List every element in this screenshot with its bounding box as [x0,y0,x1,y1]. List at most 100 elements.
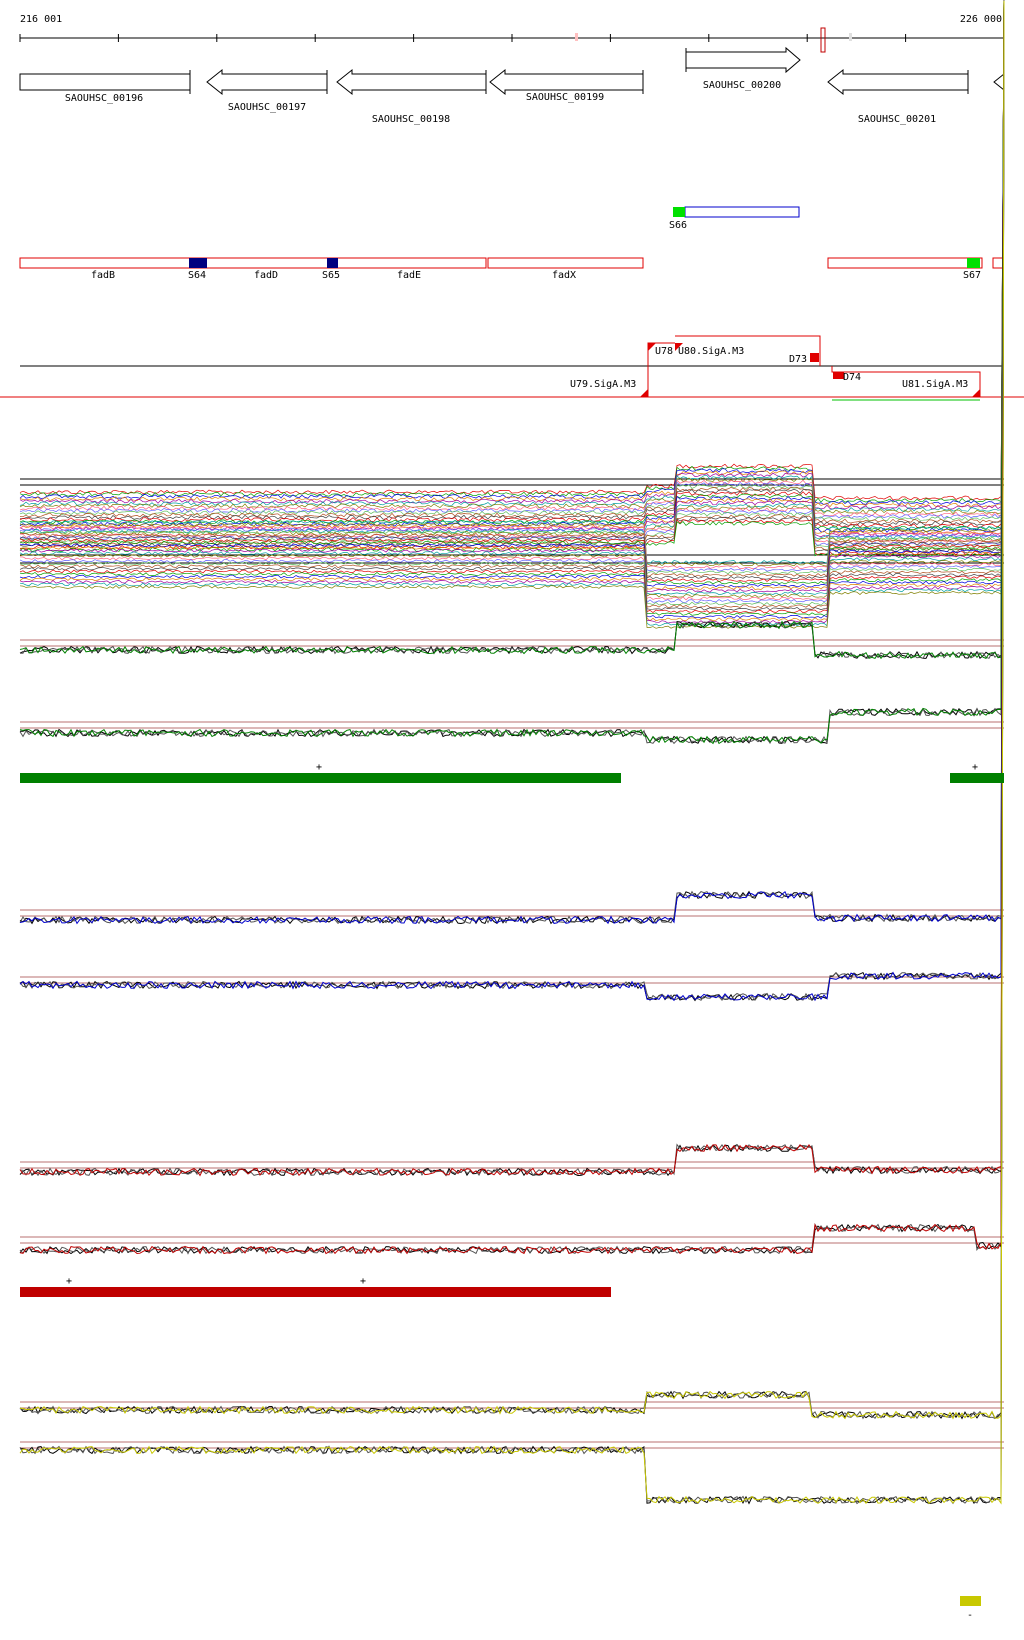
profile-line [19,1,1005,570]
profile-line [19,0,1005,1255]
operon-label: fadE [397,270,421,281]
panel-mark: + [316,762,322,773]
profile-line [19,0,1005,629]
segment-S64[interactable] [189,258,207,268]
panel-bar[interactable] [20,1287,611,1297]
profile-line [19,1,1005,614]
gene-SAOUHSC_00199[interactable]: SAOUHSC_00199 [489,68,644,103]
profile-line [19,0,1005,540]
profile-line [19,0,1005,595]
profile-line [19,0,1005,616]
boundary-track: U78 U80.SigA.M3 D73 D74 U79.SigA.M3 U81.… [0,335,1024,401]
profile-line [19,0,1005,1505]
boundary-label[interactable]: D74 [843,372,861,383]
panel-mark: + [972,762,978,773]
gene-label: SAOUHSC_00200 [703,80,781,91]
profile-line [19,0,1005,578]
panel-mark: + [66,1276,72,1287]
segment-S66-region[interactable] [684,206,800,218]
profile-line [20,0,1005,660]
profile-line [19,0,1005,925]
operon-track: fadB S64 fadD S65 fadE fadX S67 [19,257,1004,281]
ruler-marker [849,33,852,41]
gene-SAOUHSC_00198[interactable]: SAOUHSC_00198 [336,68,487,125]
profile-line [19,1,1005,609]
profile-line [19,0,1005,925]
profile-line [19,0,1005,744]
panel-mark: + [360,1276,366,1287]
profile-line [19,0,1005,606]
boundary-label[interactable]: U78 [655,346,673,357]
profile-line [19,0,1005,519]
profile-line [19,0,1005,1255]
panel-bar[interactable] [960,1596,981,1606]
profile-line [19,3,1005,1420]
profile-line [19,0,1005,526]
profile-line [19,0,1005,580]
ruler-marker [575,33,578,41]
gene-SAOUHSC_00196[interactable]: SAOUHSC_00196 [19,70,191,104]
segment-S66[interactable] [673,207,685,217]
panel-bar[interactable] [950,773,1004,783]
operon-box[interactable] [827,257,983,269]
profile-line [19,0,1005,1002]
operon-label: fadD [254,270,278,281]
profile-line [19,0,1005,524]
profile-line [19,0,1005,1420]
boundary-label[interactable]: U79.SigA.M3 [570,379,636,390]
profile-line [19,0,1005,529]
profile-line [19,0,1005,1002]
profile-line [19,2,1005,660]
profile-line [19,3,1005,1420]
boundary-label[interactable]: U81.SigA.M3 [902,379,968,390]
gene-SAOUHSC_00201[interactable]: SAOUHSC_00201 [827,68,969,125]
profile-line [19,0,1005,522]
profile-line [19,0,1005,512]
profile-line [19,0,1005,590]
profile-line [19,1,1005,598]
profile-line [19,1,1005,508]
ruler-marker [820,27,826,53]
profile-line [19,1,1005,593]
profile-line [19,0,1005,583]
profile-line [19,0,1005,622]
operon-label: fadB [91,270,115,281]
profile-line [19,0,1005,503]
profile-line [19,0,1005,575]
operon-box[interactable] [992,257,1004,269]
coordinate-ruler: 216 001 226 000 [19,14,1005,53]
profile-line [19,0,1005,515]
operon-box[interactable] [19,257,487,269]
profile-line [19,0,1005,619]
profile-line [19,0,1005,564]
profile-line [19,0,1005,506]
boundary-label[interactable]: U80.SigA.M3 [678,346,744,357]
panel-bar[interactable] [20,773,621,783]
gene-SAOUHSC_00200[interactable]: SAOUHSC_00200 [685,46,801,91]
profile-line [19,0,1005,745]
gene-SAOUHSC_00197[interactable]: SAOUHSC_00197 [206,68,328,113]
profile-line [19,3,1005,1255]
segment-label: S65 [322,270,340,281]
profile-line [19,0,1005,572]
operon-label: fadX [552,270,576,281]
profile-line [19,0,1005,535]
panel-mark: - [967,1610,973,1621]
operon-box[interactable] [487,257,644,269]
profile-line [19,1,1005,925]
segment-S65[interactable] [327,258,338,268]
segment-label: S67 [963,270,981,281]
segment-S67[interactable] [967,258,980,268]
profile-line [19,1,1005,501]
boundary-label[interactable]: D73 [789,354,807,365]
profile-line [19,0,1005,588]
gene-track: SAOUHSC_00196 SAOUHSC_00197 SAOUHSC_0019… [19,46,1005,125]
gene-label: SAOUHSC_00199 [526,92,604,103]
gene-partial-right[interactable] [993,72,1005,92]
expression-profile-overview [19,0,1005,629]
segment-label: S64 [188,270,206,281]
profile-line [19,0,1005,531]
profile-line [19,0,1005,517]
expression-panel-blue [19,0,1005,1002]
